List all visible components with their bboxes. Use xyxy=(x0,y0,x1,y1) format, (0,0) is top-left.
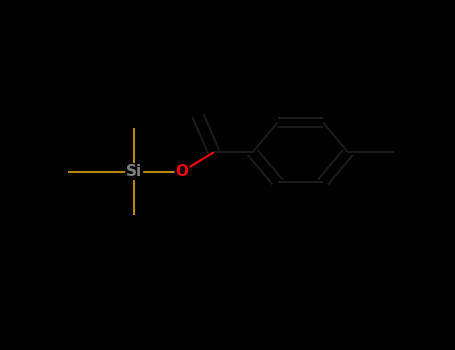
Text: O: O xyxy=(176,164,188,179)
Text: Si: Si xyxy=(126,164,142,179)
